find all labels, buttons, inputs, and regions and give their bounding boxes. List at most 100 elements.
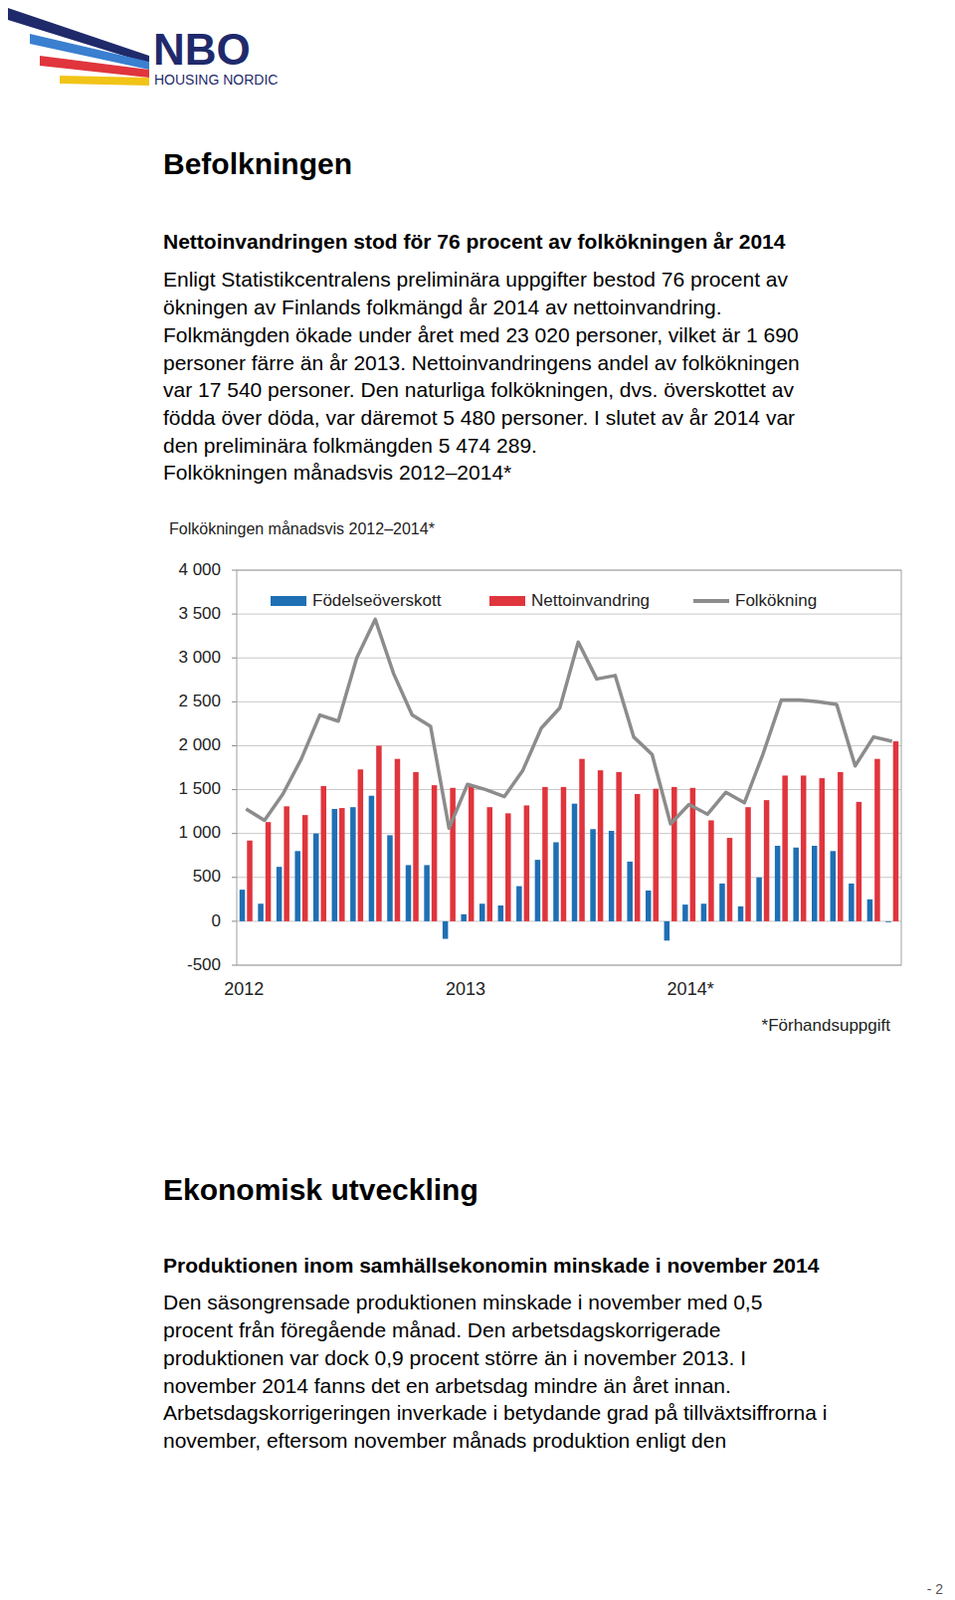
legend-swatch (489, 595, 526, 606)
y-tick (231, 964, 237, 966)
bar (442, 921, 449, 940)
bar (792, 847, 799, 922)
bar (412, 771, 419, 922)
body-line: Folkmängden ökade under året med 23 020 … (163, 324, 799, 346)
y-tick-label: 1 000 (178, 823, 221, 841)
bar (498, 905, 505, 922)
bar (645, 890, 652, 922)
bar (701, 903, 708, 922)
page-number: - 2 (927, 1581, 944, 1596)
bar (572, 803, 578, 922)
bar (561, 786, 568, 922)
bar (874, 759, 881, 922)
legend-label: Folkökning (735, 591, 817, 609)
body-line: personer färre än år 2013. Nettoinvandri… (163, 352, 800, 374)
chart-title: Folkökningen månadsvis 2012–2014* (169, 521, 435, 538)
y-tick (231, 701, 237, 703)
bar (283, 805, 290, 922)
grid-line (236, 745, 902, 747)
bar (265, 821, 272, 922)
body-line: födda över döda, var däremot 5 480 perso… (163, 406, 795, 428)
bar (386, 834, 393, 921)
y-tick (231, 657, 237, 659)
body-line: Den säsongrensade produktionen minskade … (163, 1291, 763, 1313)
body-line: Folkökningen månadsvis 2012–2014* (163, 461, 512, 483)
bar (893, 741, 900, 922)
bar (708, 819, 715, 921)
bar (358, 768, 365, 922)
body-line: produktionen var dock 0,9 procent större… (163, 1346, 747, 1368)
y-tick-label: -500 (187, 955, 221, 973)
logo-name: NBO (153, 27, 251, 72)
body-line: Enligt Statistikcentralens preliminära u… (163, 268, 788, 290)
logo-stripe (7, 7, 150, 64)
bar (626, 861, 633, 922)
plot-background (236, 570, 902, 965)
bar (257, 903, 264, 922)
y-tick-label: 3 500 (178, 604, 221, 622)
bar (524, 804, 531, 921)
bar (468, 784, 475, 922)
logo-stripe (39, 55, 150, 78)
chart (231, 570, 902, 965)
grid-line (236, 613, 902, 615)
bar (664, 921, 671, 941)
bar (516, 886, 523, 922)
logo-tagline: HOUSING NORDIC (154, 72, 278, 87)
bar (449, 787, 456, 922)
legend-label: Födelseöverskott (312, 591, 441, 609)
y-tick (231, 613, 237, 615)
y-tick (231, 788, 237, 790)
bar (819, 777, 826, 922)
legend-swatch (693, 598, 730, 603)
y-tick-label: 2 500 (178, 692, 221, 710)
bar (756, 877, 763, 922)
body-line: november 2014 fanns det en arbetsdag min… (163, 1374, 732, 1396)
y-tick-label: 500 (192, 867, 221, 885)
bar (350, 806, 357, 922)
y-tick-label: 3 000 (178, 648, 221, 666)
bar (294, 850, 301, 922)
y-tick-label: 1 500 (178, 779, 221, 797)
bar (856, 801, 863, 922)
section-subtitle: Produktionen inom samhällsekonomin minsk… (163, 1254, 819, 1276)
bar (535, 859, 542, 922)
x-tick-label: 2012 (223, 979, 264, 998)
bar (369, 795, 376, 922)
body-line: ökningen av Finlands folkmängd år 2014 a… (163, 296, 723, 318)
x-tick-label: 2013 (445, 979, 486, 998)
section-title: Befolkningen (163, 149, 353, 180)
bar (682, 904, 689, 922)
bar (867, 899, 874, 922)
y-tick (231, 570, 237, 572)
legend-swatch (270, 595, 307, 606)
section-subtitle: Nettoinvandringen stod för 76 procent av… (163, 230, 785, 252)
y-tick (231, 832, 237, 834)
x-tick-label: 2014* (667, 979, 715, 998)
bar (727, 837, 734, 922)
line (245, 618, 892, 828)
bar (764, 799, 770, 922)
y-tick-label: 4 000 (178, 561, 221, 578)
bar (848, 883, 855, 922)
bar (542, 786, 549, 922)
bar (313, 833, 320, 922)
bar (302, 814, 309, 922)
bar (615, 771, 622, 922)
y-tick-label: 2 000 (178, 736, 221, 754)
data-marks (239, 618, 899, 941)
y-tick (231, 920, 237, 922)
bar (276, 866, 283, 922)
bar (460, 914, 467, 922)
bar (745, 806, 752, 922)
logo-stripe (59, 75, 150, 86)
bar (671, 786, 678, 922)
body-line: Arbetsdagskorrigeringen inverkade i bety… (163, 1401, 827, 1423)
bar (597, 769, 604, 922)
body-line: november, eftersom november månads produ… (163, 1429, 727, 1451)
chart-annotation: *Förhandsuppgift (762, 1016, 891, 1034)
bar (339, 807, 346, 922)
legend-label: Nettoinvandring (531, 591, 650, 609)
bar (246, 840, 253, 922)
bar (321, 785, 328, 922)
